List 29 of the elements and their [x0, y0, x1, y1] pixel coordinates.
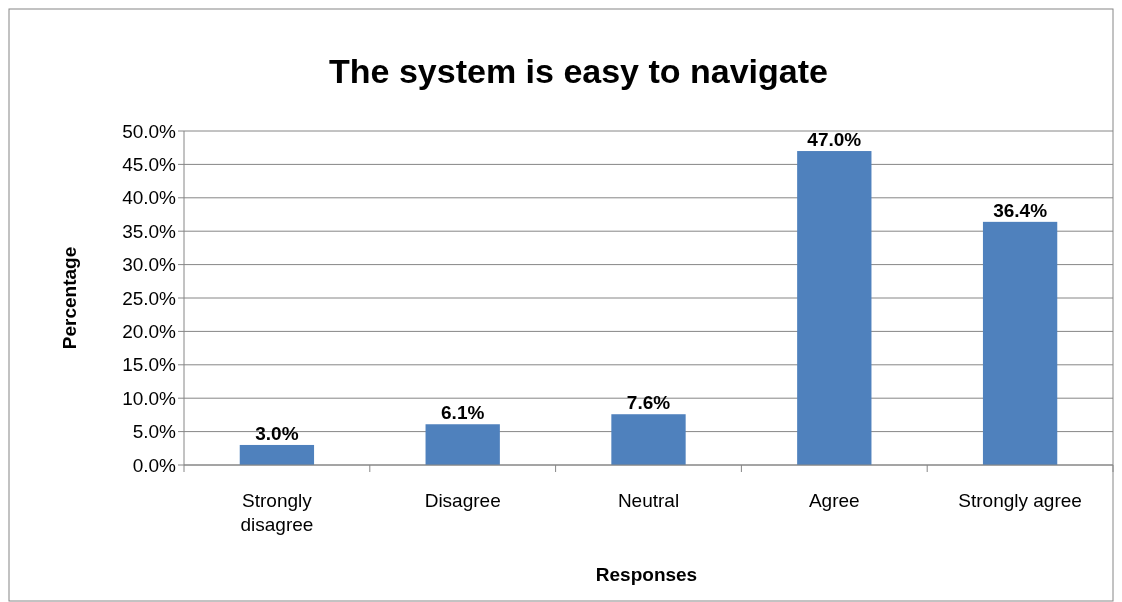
y-tick-label: 5.0%: [132, 421, 177, 443]
y-tick-label: 50.0%: [122, 120, 177, 142]
y-tick-label: 15.0%: [122, 354, 177, 376]
x-tick-label: Strongly disagree: [240, 490, 314, 535]
bar: [239, 444, 315, 465]
data-label: 3.0%: [255, 422, 299, 444]
chart-title: The system is easy to navigate: [329, 52, 828, 90]
y-tick-label: 0.0%: [132, 454, 177, 476]
data-label: 36.4%: [993, 199, 1048, 221]
x-axis-title: Responses: [595, 564, 698, 585]
data-label: 47.0%: [807, 129, 862, 151]
y-tick-label: 10.0%: [122, 387, 177, 409]
y-tick-label: 30.0%: [122, 254, 177, 276]
data-label: 7.6%: [626, 392, 671, 414]
y-axis-title: Percentage: [59, 246, 80, 350]
y-tick-label: 25.0%: [122, 287, 177, 309]
y-tick-label: 35.0%: [122, 220, 177, 242]
x-tick-label: Strongly agree: [958, 490, 1082, 511]
x-tick-label: Neutral: [617, 490, 680, 511]
bar: [425, 424, 500, 465]
bar: [611, 414, 686, 465]
data-label: 6.1%: [441, 402, 485, 424]
x-tick-label: Agree: [808, 490, 860, 511]
x-tick-label: Disagree: [424, 490, 501, 511]
bar: [797, 151, 872, 465]
y-tick-label: 40.0%: [122, 187, 177, 209]
bar: [982, 221, 1058, 465]
y-tick-label: 45.0%: [122, 154, 177, 176]
y-tick-label: 20.0%: [122, 321, 177, 343]
